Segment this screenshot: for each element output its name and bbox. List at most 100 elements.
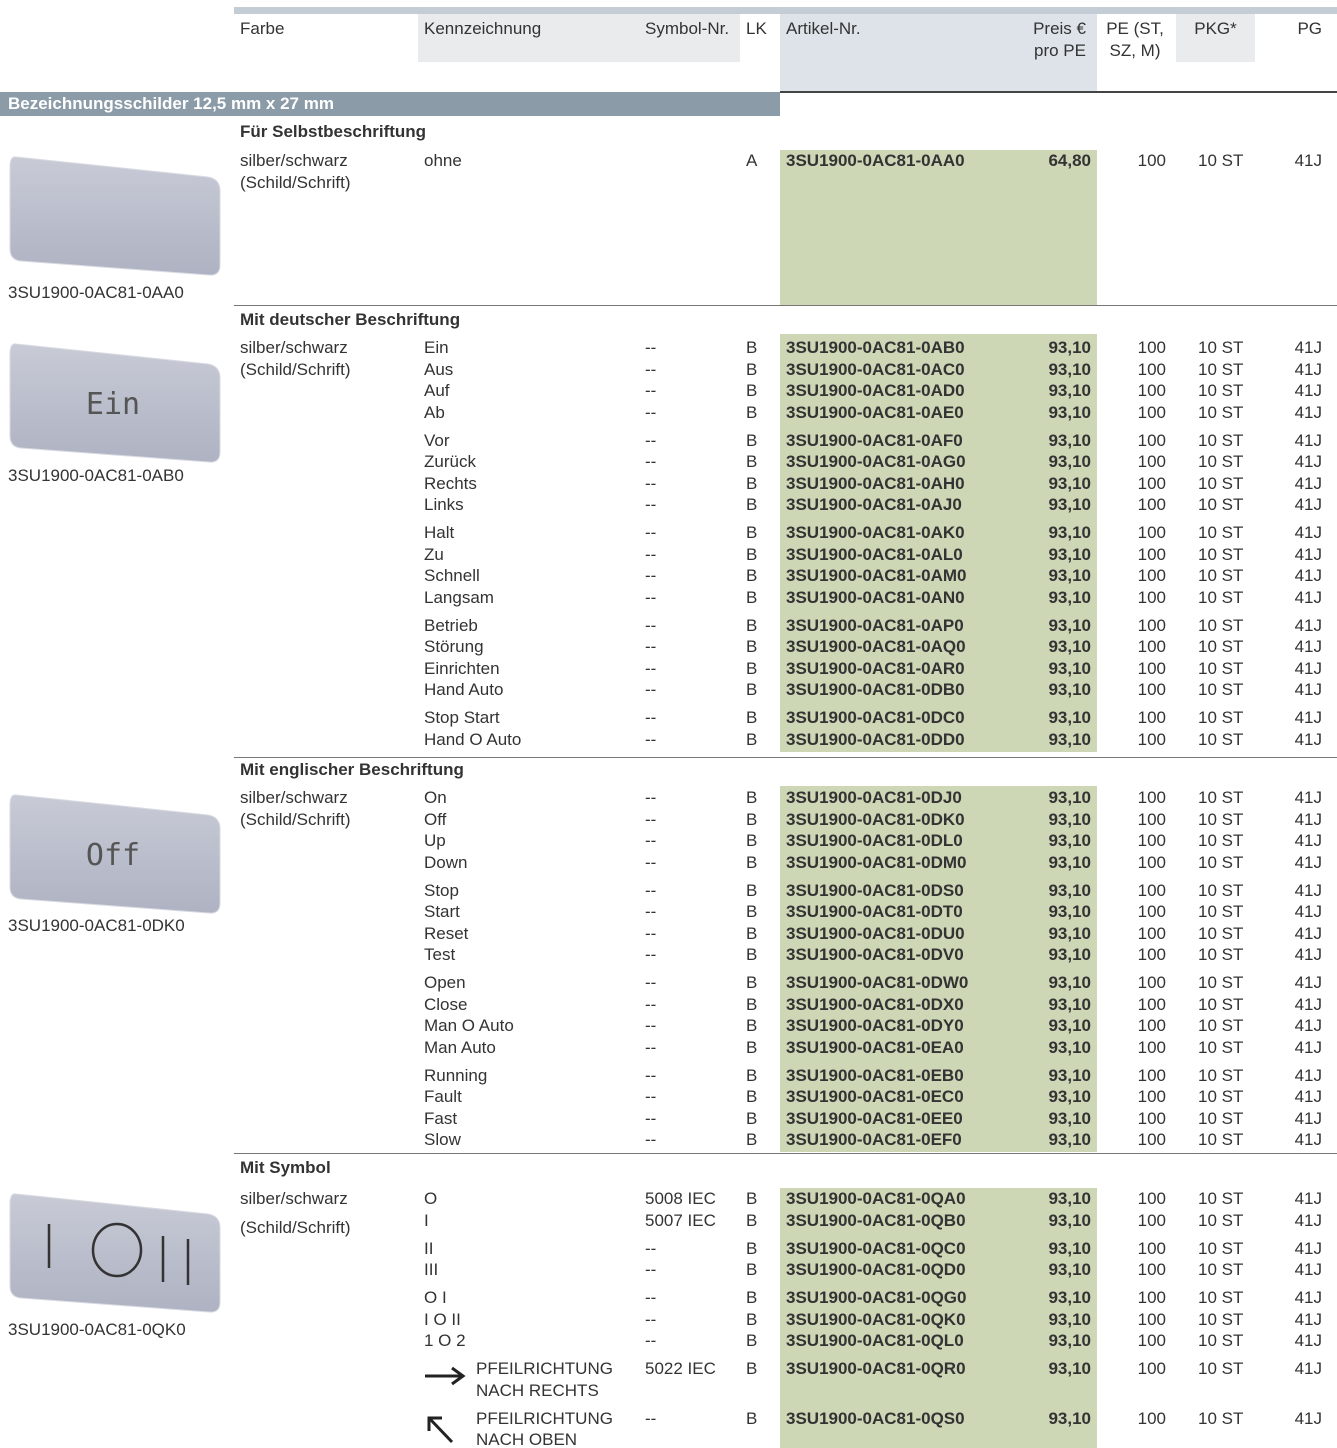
article-no: 3SU1900-0AC81-0AF0: [786, 430, 963, 450]
price: 93,10: [1048, 1108, 1091, 1128]
lk: B: [746, 1309, 758, 1329]
pe: 100: [1137, 1260, 1166, 1279]
color-text: silber/schwarz: [240, 788, 348, 807]
lk: B: [746, 831, 758, 850]
pe: 100: [1137, 994, 1166, 1014]
price: 93,10: [1048, 1331, 1091, 1350]
symbol-no: --: [645, 566, 657, 585]
lk: B: [746, 1087, 758, 1106]
lk: B: [746, 658, 758, 678]
lk: B: [746, 923, 758, 943]
label: On: [424, 788, 447, 807]
label: Zu: [424, 544, 444, 564]
pkg: 10 ST: [1198, 615, 1244, 635]
column-header: Kennzeichnung: [424, 19, 542, 38]
pg: 41J: [1294, 923, 1322, 943]
label: Reset: [424, 923, 469, 943]
symbol-no: --: [645, 430, 657, 450]
lk: B: [746, 973, 758, 992]
image-caption: 3SU1900-0AC81-0QK0: [8, 1320, 186, 1339]
pg: 41J: [1294, 495, 1322, 514]
column-header: Farbe: [240, 19, 285, 38]
pkg: 10 ST: [1198, 973, 1244, 992]
price: 93,10: [1048, 1288, 1091, 1307]
label: Ein: [424, 338, 449, 357]
lk: B: [746, 1359, 758, 1378]
article-no: 3SU1900-0AC81-0QK0: [786, 1309, 966, 1329]
article-no: 3SU1900-0AC81-0AL0: [786, 544, 963, 564]
price: 93,10: [1048, 1037, 1091, 1057]
label: 1 O 2: [424, 1331, 466, 1350]
lk: B: [746, 994, 758, 1014]
lk: B: [746, 945, 758, 964]
label-plate: [9, 343, 221, 463]
pkg: 10 ST: [1198, 1408, 1244, 1428]
group-title: Mit englischer Beschriftung: [240, 760, 464, 779]
symbol-no: --: [645, 1288, 657, 1307]
price: 93,10: [1048, 587, 1091, 607]
lk: B: [746, 902, 758, 921]
pg: 41J: [1294, 1260, 1322, 1279]
article-no: 3SU1900-0AC81-0EA0: [786, 1037, 964, 1057]
plate-label: Ein: [86, 387, 140, 422]
article-no: 3SU1900-0AC81-0AR0: [786, 658, 965, 678]
article-no: 3SU1900-0AC81-0DU0: [786, 923, 965, 943]
pg: 41J: [1294, 729, 1322, 749]
article-no: 3SU1900-0AC81-0AG0: [786, 452, 966, 471]
lk: B: [746, 381, 758, 400]
symbol-no: --: [645, 338, 657, 357]
pg: 41J: [1294, 1087, 1322, 1106]
group-rule: [234, 1153, 1337, 1154]
pkg: 10 ST: [1198, 994, 1244, 1014]
price: 93,10: [1048, 1210, 1091, 1230]
image-caption: 3SU1900-0AC81-0AA0: [8, 283, 184, 302]
pg: 41J: [1294, 587, 1322, 607]
pg: 41J: [1294, 430, 1322, 450]
price: 93,10: [1048, 566, 1091, 585]
color-text: silber/schwarz: [240, 338, 348, 357]
symbol-no: --: [645, 831, 657, 850]
pkg: 10 ST: [1198, 945, 1244, 964]
symbol-no: --: [645, 994, 657, 1014]
lk: B: [746, 523, 758, 542]
article-no: 3SU1900-0AC81-0DB0: [786, 680, 965, 699]
pkg: 10 ST: [1198, 1016, 1244, 1035]
article-no: 3SU1900-0AC81-0AD0: [786, 381, 965, 400]
price: 93,10: [1048, 381, 1091, 400]
label: Man O Auto: [424, 1016, 514, 1035]
lk: B: [746, 1210, 758, 1230]
lk: B: [746, 1238, 758, 1258]
price: 93,10: [1048, 680, 1091, 699]
pkg: 10 ST: [1198, 1087, 1244, 1106]
article-no: 3SU1900-0AC81-0DM0: [786, 852, 967, 872]
symbol-no: --: [645, 788, 657, 807]
lk: B: [746, 430, 758, 450]
header-shade: [418, 14, 740, 62]
symbol-no: --: [645, 1108, 657, 1128]
symbol-no: --: [645, 544, 657, 564]
pe: 100: [1137, 658, 1166, 678]
pg: 41J: [1294, 831, 1322, 850]
label: Man Auto: [424, 1037, 496, 1057]
label: Start: [424, 902, 460, 921]
pe: 100: [1137, 973, 1166, 992]
pe: 100: [1137, 495, 1166, 514]
pkg: 10 ST: [1198, 831, 1244, 850]
price-column-shade: [780, 1188, 1097, 1448]
lk: B: [746, 544, 758, 564]
label: Einrichten: [424, 658, 500, 678]
label: O I: [424, 1288, 447, 1307]
symbol-no: --: [645, 880, 657, 900]
article-no: 3SU1900-0AC81-0QC0: [786, 1238, 966, 1258]
symbol-no: --: [645, 1016, 657, 1035]
label: Betrieb: [424, 615, 478, 635]
symbol-no: --: [645, 523, 657, 542]
pg: 41J: [1294, 880, 1322, 900]
lk: B: [746, 1288, 758, 1307]
label: Halt: [424, 523, 455, 542]
pkg: 10 ST: [1198, 338, 1244, 357]
pkg: 10 ST: [1198, 1359, 1244, 1378]
symbol-no: --: [645, 1130, 657, 1149]
label: I O II: [424, 1309, 461, 1329]
